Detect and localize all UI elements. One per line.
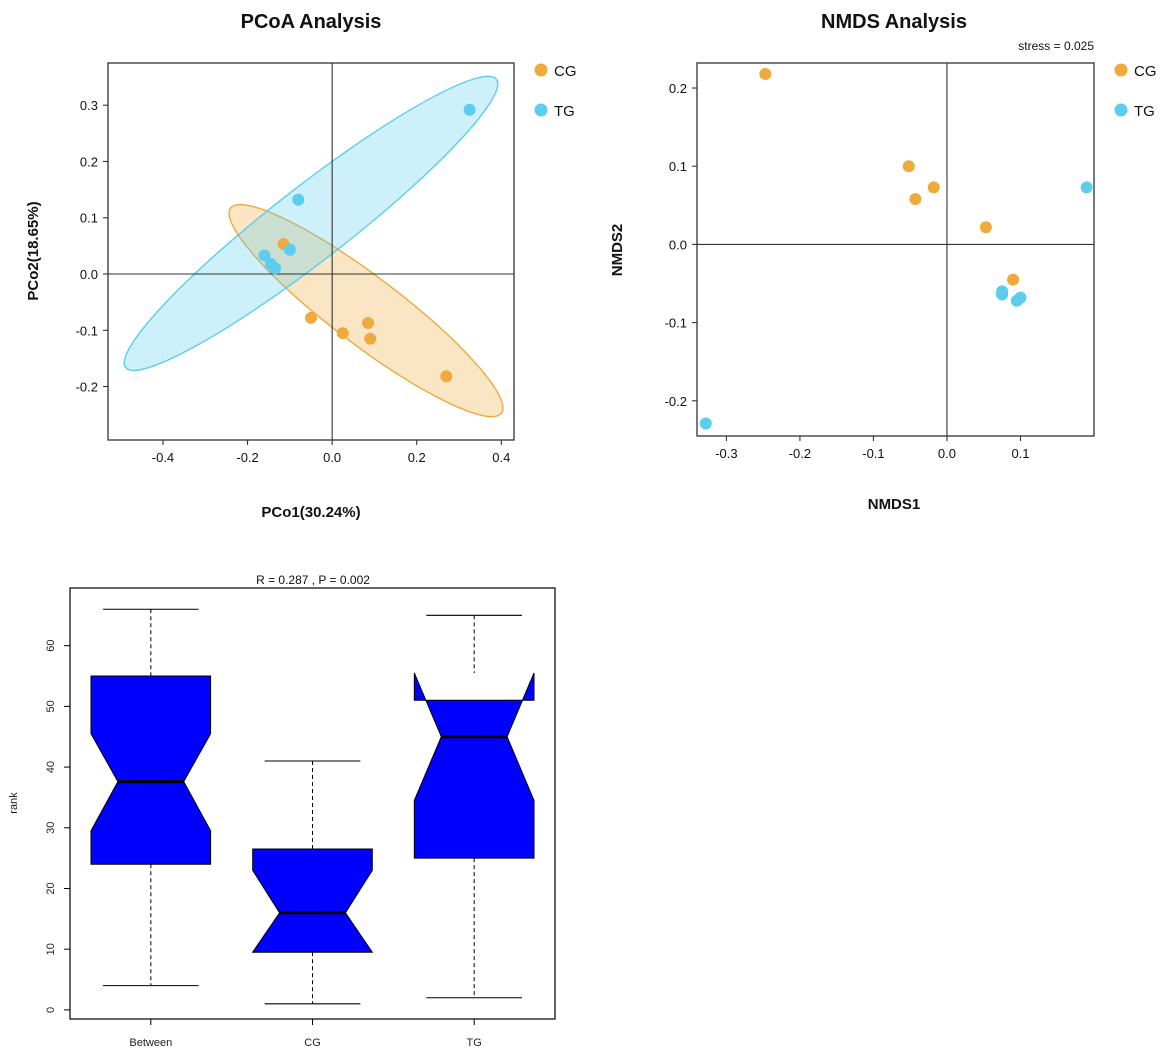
nmds-x-tick-label: 0.0	[938, 446, 956, 461]
pcoa-point-tg	[463, 103, 476, 116]
nmds-legend: CG TG	[1114, 63, 1157, 120]
nmds-point-cg	[902, 160, 915, 173]
pcoa-point-cg	[364, 332, 377, 345]
nmds-points	[699, 67, 1093, 430]
pcoa-ellipses	[123, 75, 504, 418]
pcoa-x-axis-label: PCo1(30.24%)	[261, 504, 360, 521]
pcoa-x-tick-label: -0.2	[236, 450, 258, 465]
nmds-legend-tg-label: TG	[1134, 103, 1155, 120]
boxplot-y-tick-label: 60	[45, 640, 57, 652]
boxplot-box-cg	[251, 848, 374, 953]
pcoa-x-tick-label: 0.4	[492, 450, 510, 465]
nmds-y-axis-label: NMDS2	[609, 224, 626, 277]
boxplot-y-tick-label: 40	[45, 761, 57, 773]
pcoa-panel: PCoA Analysis -0.4 -0.2 0.0 0.2 0.4 -0.2 -0.1 0…	[25, 11, 577, 521]
pcoa-y-tick-label: 0.2	[80, 154, 98, 169]
boxplot-axes: 0 10 20 30 40 50 60 Between CG TG	[45, 587, 556, 1049]
pcoa-plot-frame	[107, 62, 515, 441]
nmds-x-tick-label: -0.3	[715, 446, 737, 461]
pcoa-x-tick-label: 0.0	[323, 450, 341, 465]
boxplot-y-tick-label: 50	[45, 700, 57, 712]
nmds-panel: NMDS Analysis stress = 0.025 -0.3 -0.2 -0.…	[609, 11, 1157, 513]
nmds-point-tg	[1010, 294, 1023, 307]
nmds-y-tick-label: -0.2	[665, 394, 687, 409]
nmds-x-tick-label: -0.2	[789, 446, 811, 461]
boxplot-x-tick-label: Between	[129, 1037, 172, 1049]
nmds-point-cg	[759, 67, 772, 80]
pcoa-y-tick-label: 0.0	[80, 267, 98, 282]
pcoa-title: PCoA Analysis	[241, 11, 382, 33]
boxplot-x-tick-label: TG	[467, 1037, 482, 1049]
pcoa-point-tg	[292, 193, 305, 206]
nmds-y-tick-label: 0.1	[669, 159, 687, 174]
boxplot-y-tick-label: 20	[45, 882, 57, 894]
nmds-point-tg	[1080, 181, 1093, 194]
pcoa-legend-tg-marker	[534, 103, 548, 117]
nmds-x-tick-label: -0.1	[862, 446, 884, 461]
pcoa-points	[258, 103, 476, 383]
boxplot-boxes	[90, 608, 535, 1005]
pcoa-point-cg	[362, 316, 375, 329]
pcoa-point-tg	[258, 249, 271, 262]
nmds-point-tg	[996, 288, 1009, 301]
pcoa-legend-cg-label: CG	[554, 63, 577, 80]
pcoa-point-tg	[283, 243, 296, 256]
pcoa-legend-tg-label: TG	[554, 103, 575, 120]
nmds-y-tick-label: -0.1	[665, 316, 687, 331]
pcoa-y-tick-label: 0.3	[80, 98, 98, 113]
nmds-legend-tg-marker	[1114, 103, 1128, 117]
nmds-point-tg	[699, 417, 712, 430]
pcoa-y-tick-label: 0.1	[80, 211, 98, 226]
nmds-legend-cg-label: CG	[1134, 63, 1157, 80]
pcoa-point-cg	[336, 327, 349, 340]
pcoa-legend: CG TG	[534, 63, 577, 120]
pcoa-point-cg	[305, 311, 317, 324]
nmds-point-cg	[979, 221, 992, 234]
nmds-y-tick-label: 0.0	[669, 237, 687, 252]
nmds-title: NMDS Analysis	[821, 11, 967, 33]
nmds-legend-cg-marker	[1114, 63, 1128, 77]
pcoa-point-tg	[269, 262, 282, 275]
boxplot-y-tick-label: 10	[45, 943, 57, 955]
pcoa-axes: -0.4 -0.2 0.0 0.2 0.4 -0.2 -0.1 0.0 0.1 0.2 0.3	[76, 62, 515, 465]
anosim-boxplot-panel: R = 0.287 , P = 0.002 0 10 20 30 40 50 60 Betwe…	[8, 573, 556, 1049]
pcoa-y-tick-label: -0.1	[76, 323, 98, 338]
pcoa-legend-cg-marker	[534, 63, 548, 77]
pcoa-point-cg	[440, 370, 453, 383]
nmds-y-tick-label: 0.2	[669, 81, 687, 96]
pcoa-ellipse-tg	[123, 75, 499, 372]
boxplot-y-tick-label: 30	[45, 822, 57, 834]
boxplot-y-tick-label: 0	[45, 1007, 57, 1013]
nmds-axes: -0.3 -0.2 -0.1 0.0 0.1 -0.2 -0.1 0.0 0.1 0.2	[665, 62, 1095, 461]
boxplot-box-between	[90, 675, 212, 865]
pcoa-x-tick-label: 0.2	[408, 450, 426, 465]
nmds-stress-annotation: stress = 0.025	[1018, 39, 1094, 53]
boxplot-box-tg	[413, 672, 535, 859]
nmds-x-axis-label: NMDS1	[868, 496, 921, 513]
pcoa-y-axis-label: PCo2(18.65%)	[25, 201, 42, 300]
anosim-statistics-title: R = 0.287 , P = 0.002	[256, 573, 370, 587]
boxplot-x-tick-label: CG	[304, 1037, 321, 1049]
pcoa-y-tick-label: -0.2	[76, 380, 98, 395]
nmds-plot-frame	[696, 62, 1095, 437]
nmds-point-cg	[927, 181, 940, 194]
boxplot-y-axis-label: rank	[8, 792, 20, 814]
nmds-x-tick-label: 0.1	[1011, 446, 1029, 461]
pcoa-x-tick-label: -0.4	[152, 450, 174, 465]
nmds-point-cg	[1007, 273, 1020, 286]
nmds-point-cg	[909, 193, 922, 206]
